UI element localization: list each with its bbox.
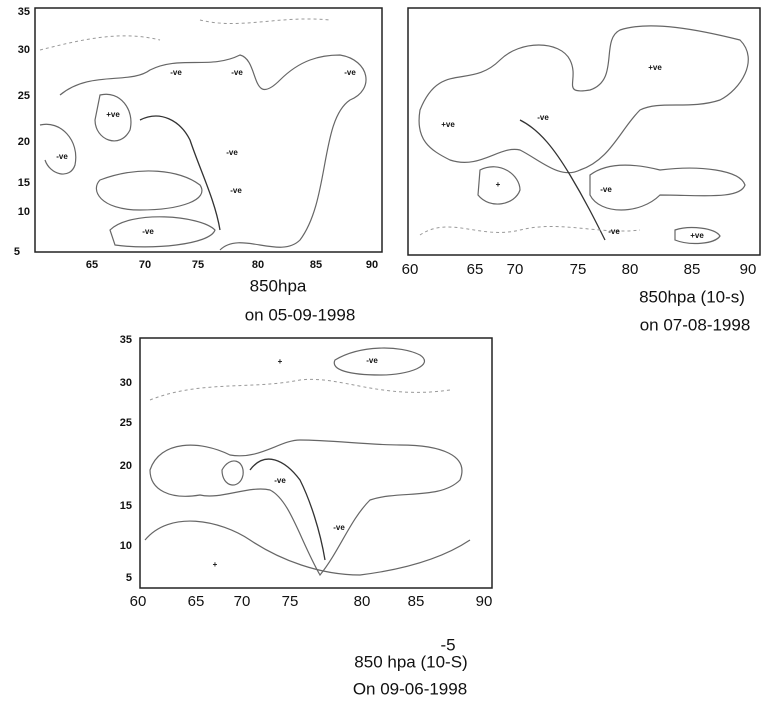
- contour: [39, 18, 331, 51]
- caption: on 07-08-1998: [640, 315, 751, 334]
- map-panel-1: 35 30 25 20 15 10 5 65 70 75 80 85 90 -v…: [14, 6, 383, 324]
- frame: [407, 7, 761, 256]
- y-tick-label: 5: [14, 246, 20, 258]
- x-tick-label: 75: [282, 593, 299, 610]
- frame: [34, 7, 383, 253]
- x-tick-label: 60: [130, 593, 147, 610]
- y-tick-label: 25: [120, 417, 132, 429]
- coastline: [249, 458, 326, 561]
- y-tick-label: 10: [18, 206, 30, 218]
- contour: [418, 25, 749, 174]
- frame: [139, 337, 493, 589]
- map-panel-3: 35 30 25 20 15 10 5 60 65 70 75 80 85 90…: [120, 334, 493, 698]
- contour: [674, 226, 721, 245]
- caption: on 05-09-1998: [245, 305, 356, 324]
- x-tick-label: 65: [86, 259, 98, 271]
- contour-label: -ve: [231, 68, 243, 77]
- contour-label: -ve: [366, 356, 378, 365]
- x-tick-label: 85: [408, 593, 425, 610]
- contour: [109, 216, 216, 248]
- contour: [221, 460, 244, 486]
- contour-label: -ve: [170, 68, 182, 77]
- caption: -5: [440, 635, 455, 654]
- contour-label: -ve: [608, 227, 620, 236]
- y-tick-label: 35: [120, 334, 132, 346]
- y-tick-label: 15: [120, 500, 132, 512]
- x-tick-label: 70: [139, 259, 151, 271]
- x-tick-label: 85: [684, 261, 701, 278]
- contour-label: +: [496, 180, 501, 189]
- caption: 850 hpa (10-S): [354, 652, 467, 671]
- contour-label: +: [278, 357, 283, 366]
- contour-label: -ve: [333, 523, 345, 532]
- contour: [39, 123, 77, 175]
- x-tick-label: 70: [234, 593, 251, 610]
- x-tick-label: 90: [740, 261, 757, 278]
- y-tick-label: 15: [18, 177, 30, 189]
- x-tick-label: 75: [192, 259, 204, 271]
- x-tick-label: 65: [188, 593, 205, 610]
- y-tick-label: 30: [18, 44, 30, 56]
- x-tick-label: 80: [622, 261, 639, 278]
- contour-label: -ve: [344, 68, 356, 77]
- contour-label: +ve: [690, 231, 704, 240]
- contour-label: +ve: [106, 110, 120, 119]
- x-tick-label: 65: [467, 261, 484, 278]
- y-tick-label: 25: [18, 90, 30, 102]
- y-tick-label: 35: [18, 6, 30, 18]
- y-tick-label: 10: [120, 540, 132, 552]
- contour-label: +ve: [441, 120, 455, 129]
- contour-label: +ve: [648, 63, 662, 72]
- x-tick-label: 80: [354, 593, 371, 610]
- contour-label: -ve: [226, 148, 238, 157]
- y-tick-label: 30: [120, 377, 132, 389]
- coastline: [139, 115, 221, 231]
- contour: [144, 520, 471, 576]
- contour: [419, 225, 641, 236]
- contour-label: -ve: [230, 186, 242, 195]
- coastline: [519, 119, 606, 241]
- contour: [589, 164, 746, 211]
- contour: [149, 378, 451, 401]
- caption: On 09-06-1998: [353, 679, 467, 698]
- contour-label: -ve: [600, 185, 612, 194]
- contour: [149, 439, 463, 577]
- x-tick-label: 75: [570, 261, 587, 278]
- map-panel-2: 60 65 70 75 80 85 90 +ve +ve -ve + -ve -…: [402, 7, 761, 334]
- y-tick-label: 20: [120, 460, 132, 472]
- x-tick-label: 90: [476, 593, 493, 610]
- caption: 850hpa: [250, 276, 307, 295]
- x-tick-label: 70: [507, 261, 524, 278]
- x-tick-label: 85: [310, 259, 322, 271]
- contour-label: -ve: [56, 152, 68, 161]
- contour: [94, 93, 132, 142]
- caption: 850hpa (10-s): [639, 287, 745, 306]
- x-tick-label: 60: [402, 261, 419, 278]
- contour-label: -ve: [274, 476, 286, 485]
- x-tick-label: 90: [366, 259, 378, 271]
- contour: [477, 166, 521, 205]
- y-tick-label: 20: [18, 136, 30, 148]
- y-tick-label: 5: [126, 572, 132, 584]
- contour: [95, 170, 203, 211]
- contour: [59, 54, 367, 251]
- x-tick-label: 80: [252, 259, 264, 271]
- contour-label: +: [213, 560, 218, 569]
- contour-label: -ve: [142, 227, 154, 236]
- contour: [333, 347, 426, 376]
- contour-label: -ve: [537, 113, 549, 122]
